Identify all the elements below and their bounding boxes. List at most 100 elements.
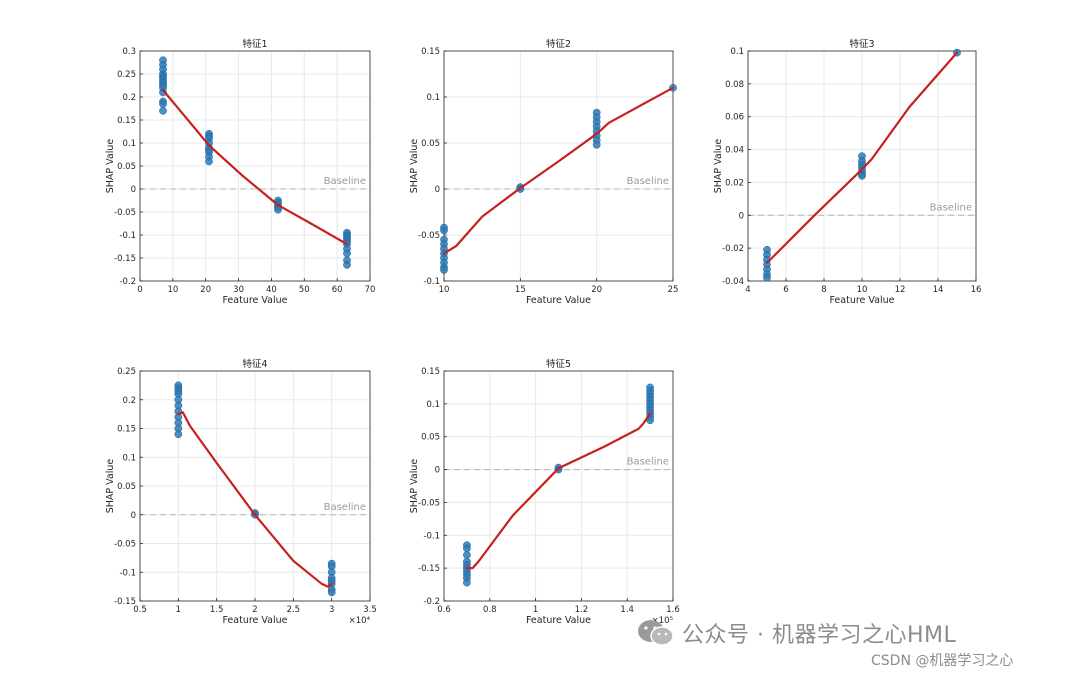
x-tick-label: 2.5 bbox=[287, 605, 301, 615]
subplot-4: Baseline 0.5 1 1.5 2 2.5 3 3.5 -0.15 -0.1 -0.05 0 0.… bbox=[105, 358, 377, 626]
x-tick-label: 1.4 bbox=[620, 605, 634, 615]
y-tick-label: 0.15 bbox=[117, 425, 136, 435]
data-point bbox=[463, 551, 471, 559]
x-tick-label: 15 bbox=[515, 285, 526, 295]
plot-area bbox=[444, 51, 673, 281]
x-tick-label: 0.6 bbox=[437, 605, 451, 615]
x-tick-label: 1 bbox=[176, 605, 181, 615]
x-tick-label: 1.2 bbox=[575, 605, 589, 615]
y-tick-label: 0 bbox=[739, 211, 744, 221]
x-exponent-label: ×10⁴ bbox=[349, 616, 371, 626]
data-point bbox=[159, 106, 167, 115]
baseline-label: Baseline bbox=[627, 176, 669, 187]
x-axis-label: Feature Value bbox=[222, 295, 287, 306]
y-tick-label: -0.02 bbox=[722, 244, 744, 254]
y-tick-label: -0.05 bbox=[418, 498, 440, 508]
x-tick-label: 10 bbox=[857, 285, 868, 295]
data-point bbox=[763, 273, 771, 282]
y-tick-label: -0.15 bbox=[114, 254, 136, 264]
y-tick-label: 0.05 bbox=[117, 482, 136, 492]
x-tick-label: 10 bbox=[167, 285, 178, 295]
subplot-title: 特征5 bbox=[546, 358, 571, 370]
x-tick-label: 3 bbox=[329, 605, 334, 615]
data-point bbox=[463, 578, 471, 587]
y-tick-label: 0.15 bbox=[117, 116, 136, 126]
data-point bbox=[343, 249, 351, 258]
x-tick-label: 40 bbox=[266, 285, 277, 295]
x-tick-label: 8 bbox=[821, 285, 826, 295]
y-tick-label: -0.2 bbox=[423, 597, 440, 607]
y-tick-label: -0.2 bbox=[119, 277, 136, 287]
data-point bbox=[858, 172, 866, 180]
y-tick-label: -0.1 bbox=[119, 231, 136, 241]
y-tick-label: 0.02 bbox=[725, 178, 744, 188]
data-point bbox=[440, 266, 448, 274]
x-tick-label: 20 bbox=[591, 285, 602, 295]
y-tick-label: -0.15 bbox=[114, 597, 136, 607]
y-tick-label: 0.15 bbox=[421, 367, 440, 377]
y-tick-label: 0.2 bbox=[122, 396, 136, 406]
x-tick-label: 0.8 bbox=[483, 605, 497, 615]
x-tick-label: 3.5 bbox=[363, 605, 377, 615]
y-tick-label: 0 bbox=[435, 185, 440, 195]
x-tick-label: 1.6 bbox=[666, 605, 680, 615]
y-tick-label: 0.1 bbox=[122, 453, 136, 463]
watermark-account: 公众号 · 机器学习之心HML bbox=[682, 623, 957, 648]
plot-area bbox=[444, 371, 673, 601]
trend-curve bbox=[177, 411, 333, 588]
data-point bbox=[205, 157, 213, 166]
subplot-title: 特征1 bbox=[242, 38, 267, 50]
x-tick-label: 6 bbox=[783, 285, 788, 295]
y-tick-label: 0.04 bbox=[725, 146, 744, 156]
x-tick-label: 1 bbox=[533, 605, 538, 615]
data-point bbox=[327, 588, 336, 597]
baseline-label: Baseline bbox=[627, 457, 669, 468]
x-exponent-label: ×10⁵ bbox=[652, 616, 673, 626]
x-axis-label: Feature Value bbox=[222, 615, 287, 626]
data-point bbox=[592, 140, 601, 149]
baseline-label: Baseline bbox=[324, 176, 366, 187]
y-tick-label: -0.1 bbox=[119, 568, 136, 578]
x-tick-label: 16 bbox=[971, 285, 982, 295]
subplot-5: Baseline 0.6 0.8 1 1.2 1.4 1.6 -0.2 -0.15 -0.1 -0.… bbox=[409, 358, 680, 626]
y-tick-label: -0.05 bbox=[114, 540, 136, 550]
trend-curve bbox=[161, 89, 349, 246]
y-tick-label: -0.05 bbox=[418, 231, 440, 241]
y-axis-label: SHAP Value bbox=[409, 459, 420, 514]
y-tick-label: 0.1 bbox=[426, 400, 440, 410]
watermark: 公众号 · 机器学习之心HML bbox=[636, 616, 956, 650]
y-tick-label: 0.1 bbox=[122, 139, 136, 149]
y-tick-label: 0 bbox=[435, 466, 440, 476]
data-point bbox=[463, 544, 471, 553]
y-tick-label: 0 bbox=[131, 185, 136, 195]
trend-curve bbox=[765, 51, 959, 264]
subplot-3: Baseline 4 6 8 10 12 14 16 -0.04 -0.02 0 0.02 0.04 0.… bbox=[713, 38, 981, 306]
y-tick-label: 0.15 bbox=[421, 47, 440, 57]
x-tick-label: 0 bbox=[137, 285, 142, 295]
y-tick-label: -0.1 bbox=[423, 277, 440, 287]
x-tick-label: 14 bbox=[933, 285, 944, 295]
y-tick-label: 0.06 bbox=[725, 113, 744, 123]
y-axis-label: SHAP Value bbox=[409, 139, 420, 194]
y-tick-label: 0.3 bbox=[122, 47, 136, 57]
x-tick-label: 12 bbox=[895, 285, 906, 295]
y-axis-label: SHAP Value bbox=[105, 459, 116, 514]
y-tick-label: 0.05 bbox=[421, 139, 440, 149]
x-tick-label: 0.5 bbox=[133, 605, 147, 615]
y-tick-label: 0.1 bbox=[730, 47, 744, 57]
y-tick-label: 0.08 bbox=[725, 80, 744, 90]
axes-box bbox=[443, 50, 674, 282]
x-tick-label: 30 bbox=[233, 285, 244, 295]
subplot-title: 特征2 bbox=[546, 38, 571, 50]
baseline-label: Baseline bbox=[930, 202, 972, 213]
data-point bbox=[159, 100, 167, 108]
trend-curve bbox=[465, 412, 652, 570]
subplot-title: 特征4 bbox=[242, 358, 267, 370]
x-axis-label: Feature Value bbox=[526, 615, 591, 626]
x-tick-label: 50 bbox=[299, 285, 310, 295]
x-axis-label: Feature Value bbox=[829, 295, 894, 306]
x-tick-label: 1.5 bbox=[210, 605, 224, 615]
y-tick-label: 0.1 bbox=[426, 93, 440, 103]
x-axis-label: Feature Value bbox=[526, 295, 591, 306]
